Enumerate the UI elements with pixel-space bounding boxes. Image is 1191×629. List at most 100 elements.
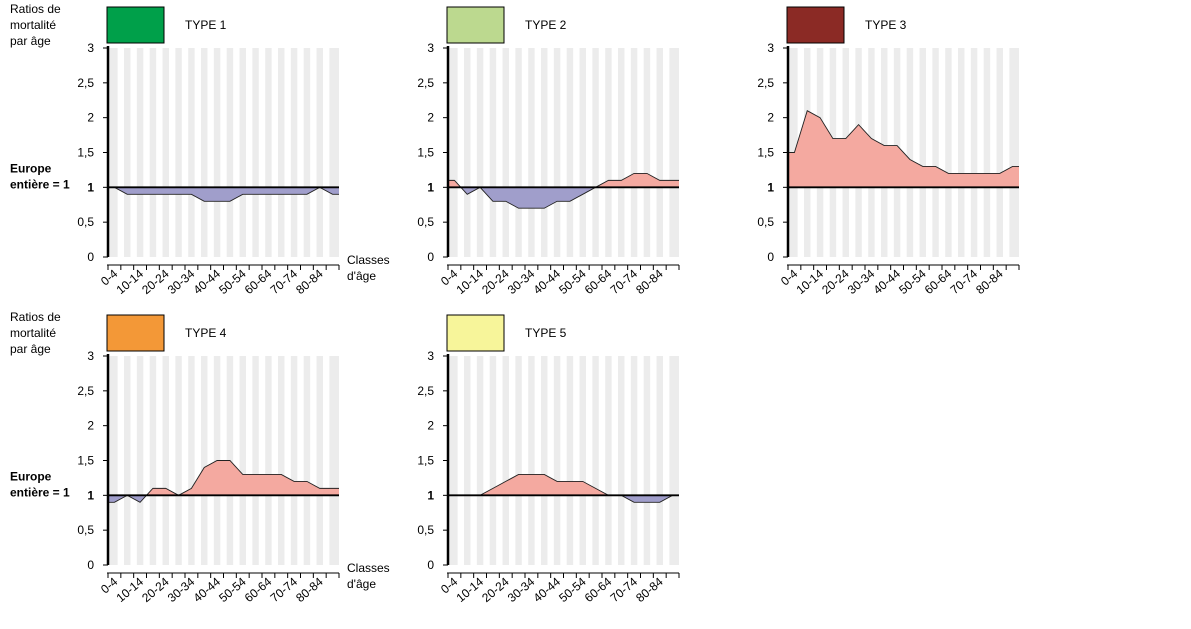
y-tick-label: 3 — [427, 41, 434, 55]
x-category-label: 80-84 — [293, 266, 326, 297]
grid-stripe — [535, 356, 541, 565]
grid-stripe — [297, 356, 303, 565]
y-tick-label: 2 — [427, 111, 434, 125]
type-color-swatch — [787, 7, 844, 43]
x-category-label: 40-44 — [191, 266, 224, 297]
x-axis-title-line: Classes — [347, 253, 390, 267]
grid-stripe — [297, 48, 303, 257]
y-axis-title-line: mortalité — [10, 18, 56, 32]
type-title: TYPE 2 — [525, 18, 567, 32]
grid-stripe — [195, 48, 201, 257]
x-category-label: 60-64 — [242, 574, 275, 605]
chart-panel-4: 0 0,5 1 1,5 2 2,5 3 0-410-1420-2430-3440-4450-5… — [77, 315, 339, 605]
x-category-label: 40-44 — [191, 574, 224, 605]
x-axis-title-line: d'âge — [347, 269, 376, 283]
x-category-label: 70-74 — [268, 266, 301, 297]
grid-stripe — [169, 356, 175, 565]
x-category-label: 10-14 — [794, 266, 827, 297]
x-category-label: 20-24 — [479, 574, 512, 605]
y-tick-label: 3 — [87, 41, 94, 55]
grid-stripe — [156, 356, 162, 565]
grid-stripe — [496, 356, 502, 565]
y-tick-label: 0,5 — [77, 523, 94, 537]
chart-panel-1: 00,511,522,530-410-1420-2430-3440-4450-5… — [77, 7, 339, 297]
x-category-label: 40-44 — [531, 574, 564, 605]
y-tick-label: 1 — [87, 180, 94, 194]
grid-stripe — [323, 356, 329, 565]
y-tick-label: 1 — [427, 488, 434, 502]
europe-label-line: entière = 1 — [10, 177, 70, 191]
grid-stripe — [637, 48, 643, 257]
grid-stripe — [143, 48, 149, 257]
type-title: TYPE 5 — [525, 326, 567, 340]
x-category-labels: 0-410-1420-2430-3440-4450-5460-6470-7480… — [778, 266, 1006, 297]
grid-stripe — [650, 48, 656, 257]
y-tick-label: 3 — [427, 349, 434, 363]
grid-stripe — [310, 356, 316, 565]
grid-stripe — [458, 356, 464, 565]
x-category-label: 40-44 — [871, 266, 904, 297]
y-tick-label: 1 — [767, 180, 774, 194]
y-tick-label: 0 — [427, 558, 434, 572]
y-tick-label: 0,5 — [77, 215, 94, 229]
grid-stripe — [284, 356, 290, 565]
y-ticks: 0 0,5 1 1,5 2 2,5 3 — [417, 349, 448, 572]
grid-stripe — [624, 48, 630, 257]
type-title: TYPE 3 — [865, 18, 907, 32]
grid-stripe — [143, 356, 149, 565]
y-tick-label: 2,5 — [757, 76, 774, 90]
y-ticks: 0 0,5 1 1,5 2 2,5 3 — [757, 41, 788, 264]
x-category-label: 50-54 — [216, 574, 249, 605]
grid-stripe — [1003, 48, 1009, 257]
x-category-label: 60-64 — [242, 266, 275, 297]
grid-stripe — [522, 48, 528, 257]
type-title: TYPE 4 — [185, 326, 227, 340]
y-tick-label: 2 — [427, 419, 434, 433]
grid-stripe — [130, 48, 136, 257]
x-category-label: 80-84 — [633, 266, 666, 297]
x-axis-title: Classes d'âge — [347, 253, 390, 283]
x-ticks — [448, 265, 679, 270]
x-ticks — [108, 265, 339, 270]
y-tick-label: 2 — [87, 111, 94, 125]
y-tick-label: 1,5 — [77, 454, 94, 468]
grid-stripe — [939, 48, 945, 257]
grid-stripe — [509, 356, 515, 565]
grid-stripes — [458, 48, 670, 257]
grid-stripe — [272, 356, 278, 565]
x-category-label: 70-74 — [608, 266, 641, 297]
grid-stripe — [990, 48, 996, 257]
x-category-label: 60-64 — [922, 266, 955, 297]
grid-stripe — [220, 48, 226, 257]
x-category-label: 20-24 — [139, 574, 172, 605]
grid-stripe — [246, 48, 252, 257]
y-tick-label: 0,5 — [417, 523, 434, 537]
y-axis-title-line: par âge — [10, 342, 51, 356]
grid-stripe — [233, 356, 239, 565]
y-axis-title-line: mortalité — [10, 326, 56, 340]
grid-stripe — [952, 48, 958, 257]
grid-stripe — [586, 356, 592, 565]
grid-stripe — [496, 48, 502, 257]
grid-stripe — [458, 48, 464, 257]
x-category-label: 80-84 — [633, 574, 666, 605]
grid-stripe — [573, 356, 579, 565]
grid-stripe — [573, 48, 579, 257]
y-axis-title: Ratios demortalitépar âge — [10, 2, 61, 48]
x-category-label: 50-54 — [216, 266, 249, 297]
y-tick-label: 2,5 — [77, 76, 94, 90]
x-category-label: 80-84 — [293, 574, 326, 605]
grid-stripes — [458, 356, 670, 565]
y-ticks: 0 0,5 1 1,5 2 2,5 3 — [77, 349, 108, 572]
y-ticks: 0 0,5 1 1,5 2 2,5 3 — [77, 41, 108, 264]
y-tick-label: 1 — [87, 488, 94, 502]
grid-stripe — [599, 48, 605, 257]
y-tick-label: 0 — [87, 250, 94, 264]
grid-stripe — [926, 48, 932, 257]
chart-panel-3: 00,511,522,530-410-1420-2430-3440-4450-5… — [757, 7, 1019, 297]
grid-stripe — [182, 356, 188, 565]
x-category-label: 20-24 — [819, 266, 852, 297]
grid-stripe — [483, 48, 489, 257]
y-tick-label: 2,5 — [77, 384, 94, 398]
